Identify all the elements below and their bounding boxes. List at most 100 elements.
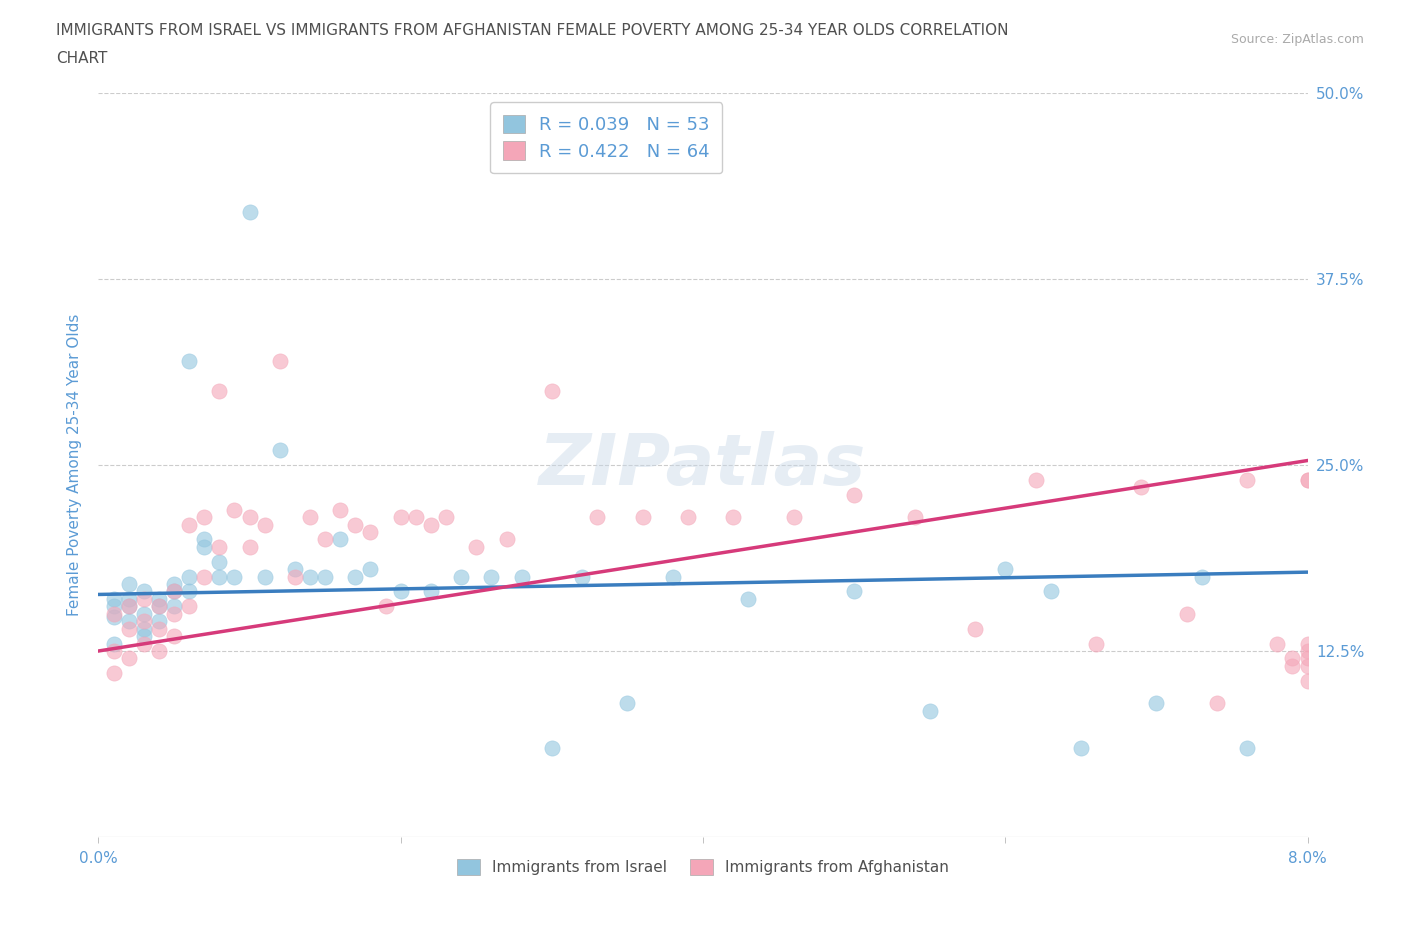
- Point: [360, 525, 382, 539]
- Point: [253, 569, 276, 584]
- Point: [329, 502, 352, 517]
- Point: [132, 614, 155, 629]
- Point: [465, 539, 488, 554]
- Point: [179, 584, 201, 599]
- Point: [1236, 472, 1258, 487]
- Point: [844, 487, 866, 502]
- Point: [239, 205, 262, 219]
- Point: [118, 591, 141, 606]
- Point: [118, 614, 141, 629]
- Point: [495, 532, 517, 547]
- Point: [1296, 636, 1319, 651]
- Point: [208, 539, 231, 554]
- Point: [208, 569, 231, 584]
- Point: [965, 621, 987, 636]
- Point: [179, 599, 201, 614]
- Point: [163, 584, 186, 599]
- Point: [1296, 472, 1319, 487]
- Point: [360, 562, 382, 577]
- Point: [389, 584, 412, 599]
- Point: [193, 569, 215, 584]
- Text: Source: ZipAtlas.com: Source: ZipAtlas.com: [1230, 33, 1364, 46]
- Point: [163, 577, 186, 591]
- Point: [481, 569, 503, 584]
- Point: [420, 584, 443, 599]
- Point: [405, 510, 427, 525]
- Point: [844, 584, 866, 599]
- Point: [132, 606, 155, 621]
- Point: [540, 383, 562, 398]
- Point: [148, 614, 170, 629]
- Point: [103, 666, 125, 681]
- Point: [103, 644, 125, 658]
- Point: [314, 569, 336, 584]
- Point: [1206, 696, 1229, 711]
- Point: [239, 510, 262, 525]
- Point: [783, 510, 806, 525]
- Point: [179, 517, 201, 532]
- Point: [723, 510, 745, 525]
- Point: [299, 510, 322, 525]
- Point: [1296, 673, 1319, 688]
- Point: [540, 740, 562, 755]
- Point: [179, 569, 201, 584]
- Point: [118, 599, 141, 614]
- Point: [510, 569, 533, 584]
- Point: [193, 532, 215, 547]
- Point: [163, 599, 186, 614]
- Point: [253, 517, 276, 532]
- Point: [1039, 584, 1062, 599]
- Point: [284, 569, 307, 584]
- Point: [148, 599, 170, 614]
- Text: IMMIGRANTS FROM ISRAEL VS IMMIGRANTS FROM AFGHANISTAN FEMALE POVERTY AMONG 25-34: IMMIGRANTS FROM ISRAEL VS IMMIGRANTS FRO…: [56, 23, 1008, 38]
- Point: [420, 517, 443, 532]
- Point: [1267, 636, 1289, 651]
- Point: [163, 584, 186, 599]
- Point: [132, 629, 155, 644]
- Point: [329, 532, 352, 547]
- Point: [1296, 644, 1319, 658]
- Point: [208, 383, 231, 398]
- Point: [179, 353, 201, 368]
- Point: [616, 696, 638, 711]
- Point: [904, 510, 927, 525]
- Point: [631, 510, 654, 525]
- Point: [1146, 696, 1168, 711]
- Point: [132, 636, 155, 651]
- Point: [118, 599, 141, 614]
- Point: [269, 443, 291, 458]
- Point: [118, 651, 141, 666]
- Point: [103, 606, 125, 621]
- Legend: Immigrants from Israel, Immigrants from Afghanistan: Immigrants from Israel, Immigrants from …: [451, 853, 955, 882]
- Y-axis label: Female Poverty Among 25-34 Year Olds: Female Poverty Among 25-34 Year Olds: [67, 313, 83, 617]
- Point: [118, 621, 141, 636]
- Point: [1236, 740, 1258, 755]
- Point: [132, 584, 155, 599]
- Point: [148, 644, 170, 658]
- Point: [661, 569, 683, 584]
- Point: [344, 569, 367, 584]
- Point: [918, 703, 941, 718]
- Point: [103, 591, 125, 606]
- Point: [374, 599, 396, 614]
- Point: [299, 569, 322, 584]
- Point: [224, 502, 246, 517]
- Point: [1296, 651, 1319, 666]
- Point: [193, 539, 215, 554]
- Point: [450, 569, 472, 584]
- Point: [1281, 651, 1303, 666]
- Point: [163, 606, 186, 621]
- Point: [224, 569, 246, 584]
- Point: [132, 591, 155, 606]
- Point: [1191, 569, 1213, 584]
- Point: [269, 353, 291, 368]
- Point: [1296, 472, 1319, 487]
- Point: [1130, 480, 1153, 495]
- Point: [284, 562, 307, 577]
- Point: [1296, 658, 1319, 673]
- Point: [163, 629, 186, 644]
- Point: [193, 510, 215, 525]
- Point: [132, 621, 155, 636]
- Point: [148, 621, 170, 636]
- Point: [1070, 740, 1092, 755]
